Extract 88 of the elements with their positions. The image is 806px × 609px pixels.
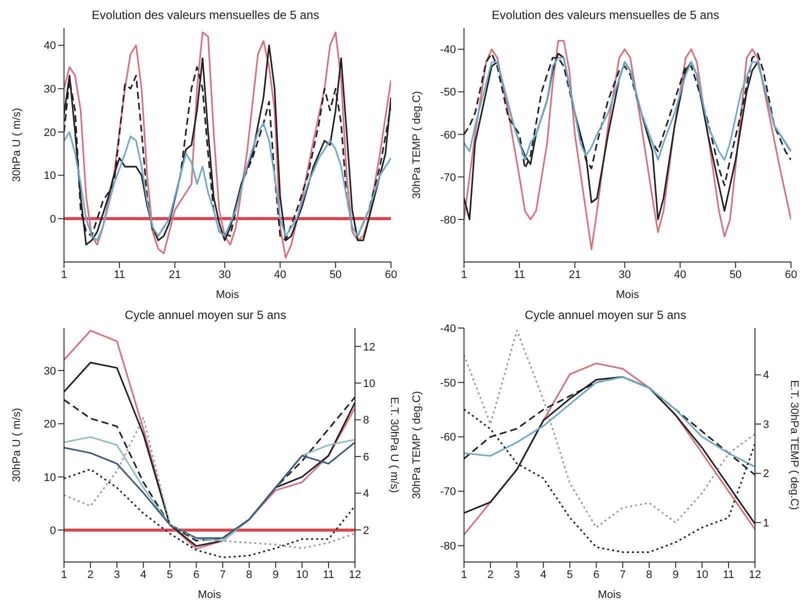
line-series [464, 56, 791, 161]
y-tick-label: -60 [440, 129, 456, 142]
x-tick-label: 11 [322, 568, 334, 581]
y-tick-label: -40 [440, 44, 456, 56]
x-tick-label: 60 [784, 268, 798, 281]
x-tick-label: 9 [672, 568, 679, 581]
x-tick-label: 4 [540, 568, 546, 581]
y-tick-label: -80 [440, 214, 456, 226]
y2-tick-label: 4 [763, 370, 770, 382]
x-tick-label: 9 [272, 568, 279, 581]
y2-tick-label: 6 [363, 451, 370, 464]
y2-tick-label: 8 [363, 414, 370, 427]
x-tick-label: 30 [218, 268, 231, 281]
x-axis-title: Mois [616, 289, 640, 301]
y2-tick-label: 12 [363, 341, 376, 354]
x-axis-title: Mois [216, 289, 240, 301]
y2-tick-label: 2 [763, 468, 770, 480]
y-tick-label: 10 [44, 472, 56, 484]
line-series [464, 40, 791, 250]
x-tick-label: 11 [114, 268, 126, 281]
x-tick-label: 1 [60, 268, 68, 281]
x-tick-label: 21 [168, 268, 181, 281]
x-tick-label: 7 [620, 568, 626, 581]
y2-axis-title: E.T. 30hPa TEMP ( deg.C) [788, 380, 800, 510]
x-tick-label: 5 [166, 568, 173, 581]
x-tick-label: 1 [60, 568, 68, 581]
x-tick-label: 40 [674, 268, 686, 281]
y-tick-label: 0 [50, 214, 56, 226]
chart-title: Evolution des valeurs mensuelles de 5 ans [90, 8, 320, 24]
line-series [64, 122, 391, 242]
y-axis-title: 30hPa U ( m/s) [10, 108, 23, 182]
y2-tick-label: 10 [363, 378, 376, 390]
x-tick-label: 60 [384, 268, 398, 281]
y-axis-title: 30hPa TEMP ( deg.C) [410, 91, 423, 199]
line-series [64, 468, 355, 558]
x-tick-label: 3 [514, 568, 520, 581]
y-tick-label: -40 [440, 322, 456, 335]
y-axis-title: 30hPa U ( m/s) [10, 408, 23, 482]
x-tick-label: 5 [566, 568, 573, 581]
y-tick-label: -80 [440, 540, 456, 553]
x-tick-label: 11 [514, 268, 526, 281]
y2-tick-label: 2 [363, 524, 370, 537]
x-tick-label: 12 [748, 568, 762, 581]
x-tick-label: 12 [348, 568, 362, 581]
y-tick-label: 20 [44, 418, 56, 431]
x-axis-title: Mois [598, 589, 622, 601]
line-series [64, 330, 355, 550]
y-tick-label: 20 [44, 126, 56, 139]
x-tick-label: 50 [729, 268, 742, 281]
y-tick-label: -70 [440, 172, 456, 184]
y-tick-label: 30 [44, 365, 56, 378]
y-tick-label: 40 [44, 40, 56, 52]
x-tick-label: 50 [329, 268, 342, 281]
x-tick-label: 1 [460, 268, 468, 281]
x-tick-label: 10 [696, 568, 708, 581]
x-tick-label: 4 [140, 568, 146, 581]
x-tick-label: 2 [87, 568, 94, 581]
x-tick-label: 40 [274, 268, 286, 281]
line-series [64, 417, 355, 550]
y2-tick-label: 3 [763, 418, 770, 431]
y-axis-title: 30hPa TEMP ( deg.C) [410, 391, 423, 499]
x-tick-label: 21 [568, 268, 581, 281]
y-tick-label: -50 [440, 86, 456, 99]
x-tick-label: 3 [114, 568, 120, 581]
chart-title: Evolution des valeurs mensuelles de 5 ans [490, 8, 720, 24]
line-series [464, 330, 755, 528]
y2-axis-title: E.T. 30hPa U ( m/s) [388, 397, 400, 493]
y-tick-label: -70 [440, 486, 456, 498]
x-tick-label: 7 [220, 568, 226, 581]
x-tick-label: 8 [246, 568, 252, 581]
x-tick-label: 1 [460, 568, 468, 581]
x-tick-label: 2 [487, 568, 494, 581]
x-tick-label: 30 [618, 268, 631, 281]
x-tick-label: 11 [722, 568, 734, 581]
y-tick-label: 30 [44, 84, 56, 96]
chart-title: Cycle annuel moyen sur 5 ans [124, 308, 288, 324]
x-tick-label: 6 [593, 568, 600, 581]
x-tick-label: 10 [296, 568, 308, 581]
y-tick-label: 0 [50, 524, 56, 537]
x-tick-label: 6 [193, 568, 200, 581]
y2-tick-label: 4 [363, 488, 370, 500]
y-tick-label: 10 [44, 170, 56, 182]
x-tick-label: 8 [646, 568, 652, 581]
chart-title: Cycle annuel moyen sur 5 ans [524, 308, 688, 324]
y-tick-label: -50 [440, 377, 456, 390]
x-axis-title: Mois [198, 589, 222, 601]
y-tick-label: -60 [440, 432, 456, 444]
y2-tick-label: 1 [763, 517, 770, 530]
